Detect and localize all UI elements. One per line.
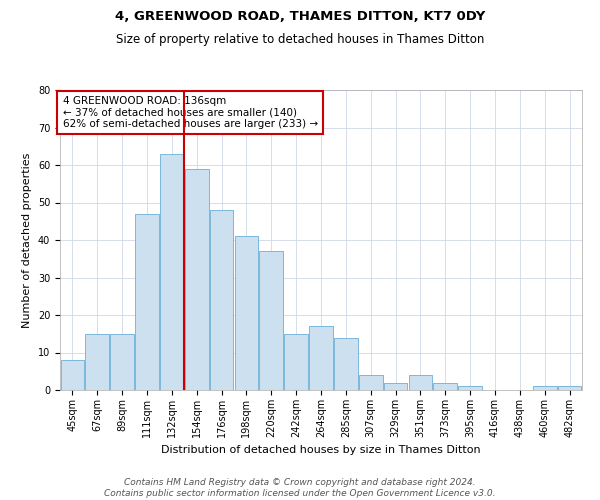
Text: Size of property relative to detached houses in Thames Ditton: Size of property relative to detached ho…	[116, 32, 484, 46]
Text: Contains HM Land Registry data © Crown copyright and database right 2024.
Contai: Contains HM Land Registry data © Crown c…	[104, 478, 496, 498]
Bar	[185, 169, 209, 390]
Bar	[458, 386, 482, 390]
Text: 4, GREENWOOD ROAD, THAMES DITTON, KT7 0DY: 4, GREENWOOD ROAD, THAMES DITTON, KT7 0D…	[115, 10, 485, 23]
Bar	[259, 251, 283, 390]
Text: 4 GREENWOOD ROAD: 136sqm
← 37% of detached houses are smaller (140)
62% of semi-: 4 GREENWOOD ROAD: 136sqm ← 37% of detach…	[62, 96, 318, 129]
Bar	[61, 360, 84, 390]
Bar	[85, 334, 109, 390]
Bar	[558, 386, 581, 390]
Bar	[334, 338, 358, 390]
Bar	[135, 214, 159, 390]
Bar	[235, 236, 258, 390]
Y-axis label: Number of detached properties: Number of detached properties	[22, 152, 32, 328]
Bar	[533, 386, 557, 390]
Bar	[309, 326, 333, 390]
Bar	[384, 382, 407, 390]
Bar	[433, 382, 457, 390]
Bar	[110, 334, 134, 390]
Bar	[359, 375, 383, 390]
Bar	[284, 334, 308, 390]
Bar	[160, 154, 184, 390]
Bar	[210, 210, 233, 390]
X-axis label: Distribution of detached houses by size in Thames Ditton: Distribution of detached houses by size …	[161, 446, 481, 456]
Bar	[409, 375, 432, 390]
